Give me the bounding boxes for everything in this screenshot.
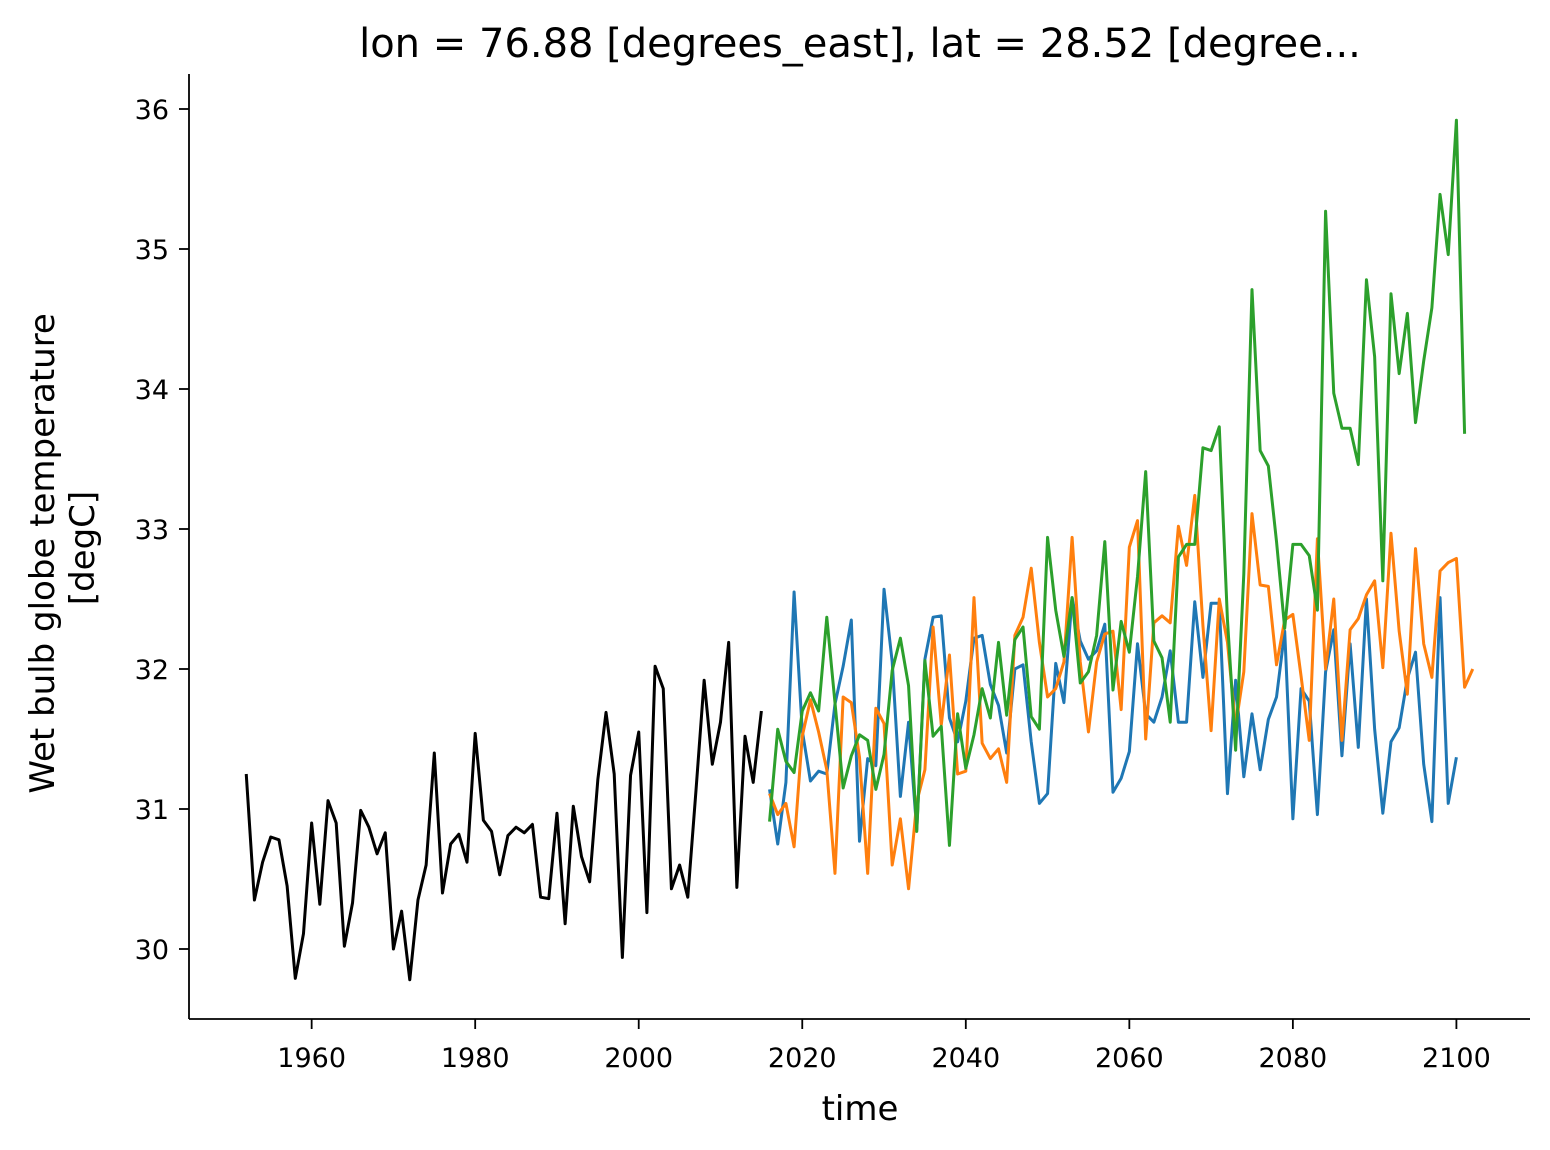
y-axis-ticks: 30 31 32 33 34 35 36 bbox=[135, 95, 189, 966]
x-tick-label: 2040 bbox=[931, 1043, 1000, 1074]
x-axis-title: time bbox=[822, 1089, 899, 1129]
y-tick-label: 31 bbox=[135, 795, 169, 826]
series-line-3 bbox=[768, 493, 1475, 891]
series-line-2 bbox=[768, 587, 1458, 846]
x-tick-label: 2020 bbox=[768, 1043, 837, 1074]
y-tick-label: 33 bbox=[135, 515, 169, 546]
y-axis-title-line2: [degC] bbox=[63, 491, 103, 605]
x-tick-label: 2100 bbox=[1422, 1043, 1491, 1074]
y-axis-title-line1: Wet bulb globe temperature bbox=[23, 313, 63, 794]
x-tick-label: 2000 bbox=[604, 1043, 673, 1074]
y-tick-label: 35 bbox=[135, 235, 169, 266]
x-tick-label: 1980 bbox=[441, 1043, 510, 1074]
chart-title: lon = 76.88 [degrees_east], lat = 28.52 … bbox=[359, 21, 1361, 67]
y-axis-title: Wet bulb globe temperature [degC] bbox=[23, 302, 103, 793]
x-axis-ticks: 1960 1980 2000 2020 2040 2060 2080 2100 bbox=[277, 1019, 1491, 1074]
plot-area: 1960 1980 2000 2020 2040 2060 2080 2100 3031323… bbox=[135, 74, 1530, 1074]
y-tick-label: 36 bbox=[135, 95, 169, 126]
series-line-4 bbox=[768, 118, 1467, 847]
series-layer bbox=[244, 118, 1475, 982]
y-tick-label: 30 bbox=[135, 935, 169, 966]
y-tick-label: 32 bbox=[135, 655, 169, 686]
x-tick-label: 2080 bbox=[1259, 1043, 1328, 1074]
x-tick-label: 1960 bbox=[277, 1043, 346, 1074]
x-tick-label: 2060 bbox=[1095, 1043, 1164, 1074]
y-tick-label: 34 bbox=[135, 375, 169, 406]
series-line-1 bbox=[244, 640, 763, 982]
